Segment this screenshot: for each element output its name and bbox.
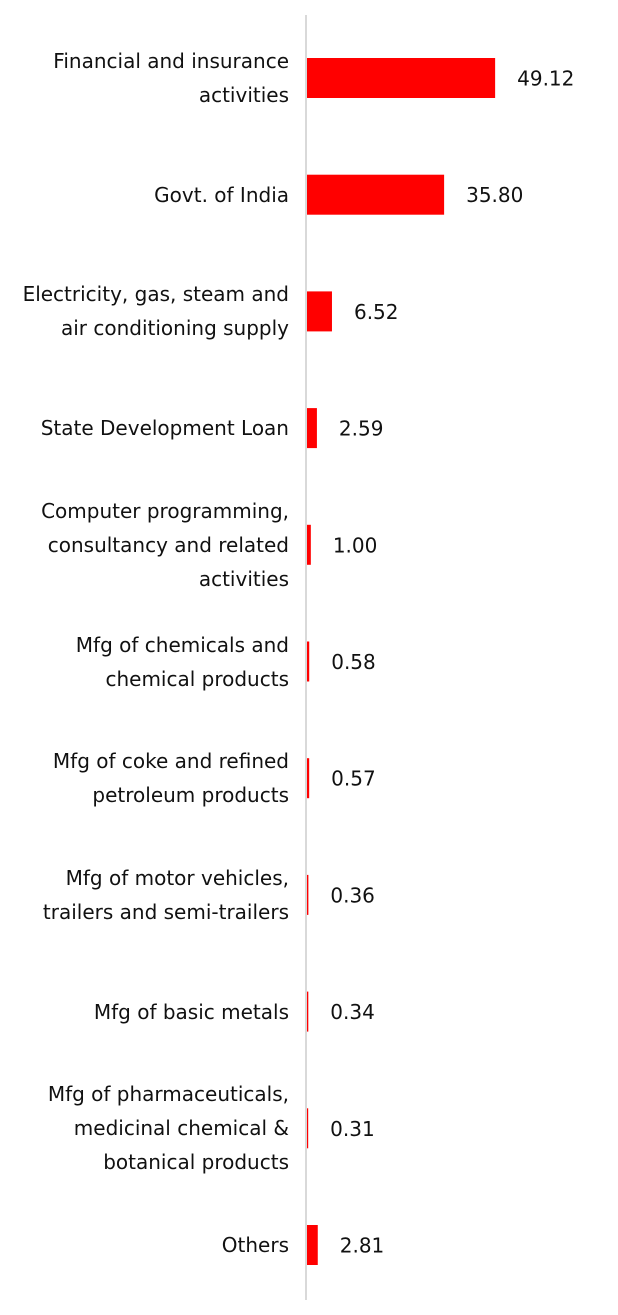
category-label: Financial and insurance activities bbox=[53, 49, 289, 107]
category-label: State Development Loan bbox=[40, 416, 289, 441]
value-label: 0.57 bbox=[331, 767, 376, 791]
bar bbox=[307, 524, 311, 565]
bar bbox=[307, 758, 310, 799]
category-label: Govt. of India bbox=[154, 182, 289, 207]
value-label: 0.31 bbox=[330, 1117, 375, 1141]
bar bbox=[307, 991, 309, 1032]
category-label: Computer programming, consultancy and re… bbox=[41, 498, 289, 591]
value-label: 6.52 bbox=[354, 300, 399, 324]
bar bbox=[307, 58, 496, 98]
bar bbox=[307, 174, 445, 215]
value-label: 0.36 bbox=[330, 883, 375, 907]
value-label: 0.58 bbox=[331, 650, 376, 674]
category-label: Mfg of chemicals and chemical products bbox=[75, 632, 289, 691]
bar bbox=[307, 1108, 309, 1149]
category-label: Mfg of motor vehicles, trailers and semi… bbox=[42, 865, 289, 924]
value-label: 2.59 bbox=[339, 417, 384, 441]
bar bbox=[307, 874, 309, 915]
bar bbox=[307, 408, 317, 449]
value-label: 1.00 bbox=[333, 533, 378, 557]
category-label: Mfg of pharmaceuticals, medicinal chemic… bbox=[47, 1082, 289, 1175]
bar bbox=[307, 291, 332, 332]
value-label: 49.12 bbox=[517, 67, 574, 91]
category-label: Mfg of coke and refined petroleum produc… bbox=[52, 749, 289, 808]
bar bbox=[307, 641, 310, 682]
bar bbox=[307, 1225, 318, 1265]
value-label: 35.80 bbox=[466, 183, 523, 207]
value-label: 2.81 bbox=[340, 1234, 385, 1258]
category-label: Electricity, gas, steam and air conditio… bbox=[22, 282, 289, 341]
category-label: Others bbox=[221, 1233, 289, 1257]
value-label: 0.34 bbox=[330, 1000, 375, 1024]
category-label: Mfg of basic metals bbox=[93, 999, 289, 1024]
